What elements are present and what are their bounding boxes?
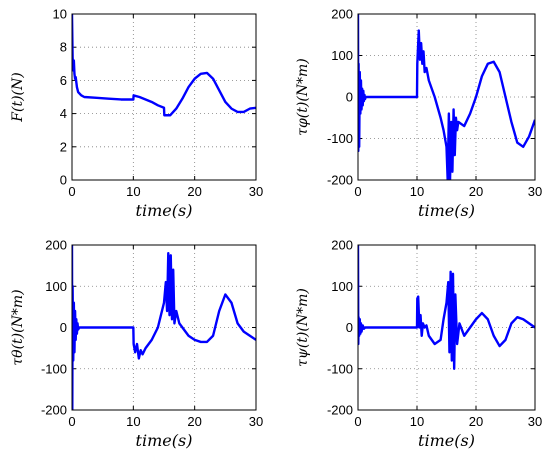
x-axis-label: time(s) [418,201,475,220]
x-tick-label: 30 [249,184,263,199]
x-tick-label: 0 [354,414,361,429]
subplot-1: 0 10 20 30 0 2 4 6 8 10 time(s) F(t)(N) [10,7,263,221]
y-tick-label: -100 [327,361,353,376]
y-tick-label: 200 [331,238,353,253]
data-line [72,14,256,117]
x-tick-label: 0 [68,414,75,429]
y-tick-label: 200 [45,238,67,253]
x-axis-label: time(s) [418,431,475,450]
x-axis-label: time(s) [136,201,193,220]
y-axis-label: F(t)(N) [10,72,26,122]
x-tick-label: 30 [249,414,263,429]
x-tick-label: 0 [68,184,75,199]
y-tick-label: 2 [60,139,67,154]
y-tick-label: 100 [331,279,353,294]
y-tick-label: 200 [331,7,353,22]
x-axis-label: time(s) [136,431,193,450]
y-axis-label: τθ(t)(N*m) [10,289,26,365]
y-tick-label: 100 [45,279,67,294]
plot-frame [357,244,536,411]
subplot-4: 0 10 20 30 -200 -100 0 100 200 time(s) τψ(t)(N*m) [295,238,542,451]
y-axis-label: τψ(t)(N*m) [295,288,311,367]
x-tick-label: 20 [187,414,201,429]
x-tick-label: 30 [528,184,542,199]
plot-frame [71,244,257,411]
y-axis-label: τφ(t)(N*m) [295,58,311,136]
y-tick-label: 6 [60,73,67,88]
y-tick-label: 0 [346,320,353,335]
x-tick-label: 10 [410,414,424,429]
x-tick-label: 0 [354,184,361,199]
data-line [72,245,256,410]
data-line [358,245,535,370]
x-tick-label: 10 [126,414,140,429]
y-tick-label: 0 [60,320,67,335]
y-tick-label: 10 [53,7,67,22]
y-tick-label: -200 [327,403,353,418]
y-tick-label: 8 [60,40,67,55]
data-line [358,14,535,180]
x-tick-label: 30 [528,414,542,429]
subplot-3: 0 10 20 30 -200 -100 0 100 200 time(s) τθ(t)(N*m) [10,238,263,451]
y-tick-label: 100 [331,48,353,63]
x-tick-label: 20 [187,184,201,199]
y-tick-label: -200 [327,173,353,188]
y-tick-label: 0 [60,173,67,188]
y-tick-label: -100 [41,361,67,376]
y-tick-label: -200 [41,403,67,418]
x-tick-label: 20 [469,414,483,429]
y-tick-label: 0 [346,90,353,105]
x-tick-label: 10 [126,184,140,199]
x-tick-label: 10 [410,184,424,199]
plot-frame [71,13,257,181]
y-tick-label: 4 [60,106,67,121]
y-tick-label: -100 [327,131,353,146]
subplot-2: 0 10 20 30 -200 -100 0 100 200 time(s) τφ(t)(N*m) [295,7,542,221]
x-tick-label: 20 [469,184,483,199]
plot-frame [357,13,536,181]
